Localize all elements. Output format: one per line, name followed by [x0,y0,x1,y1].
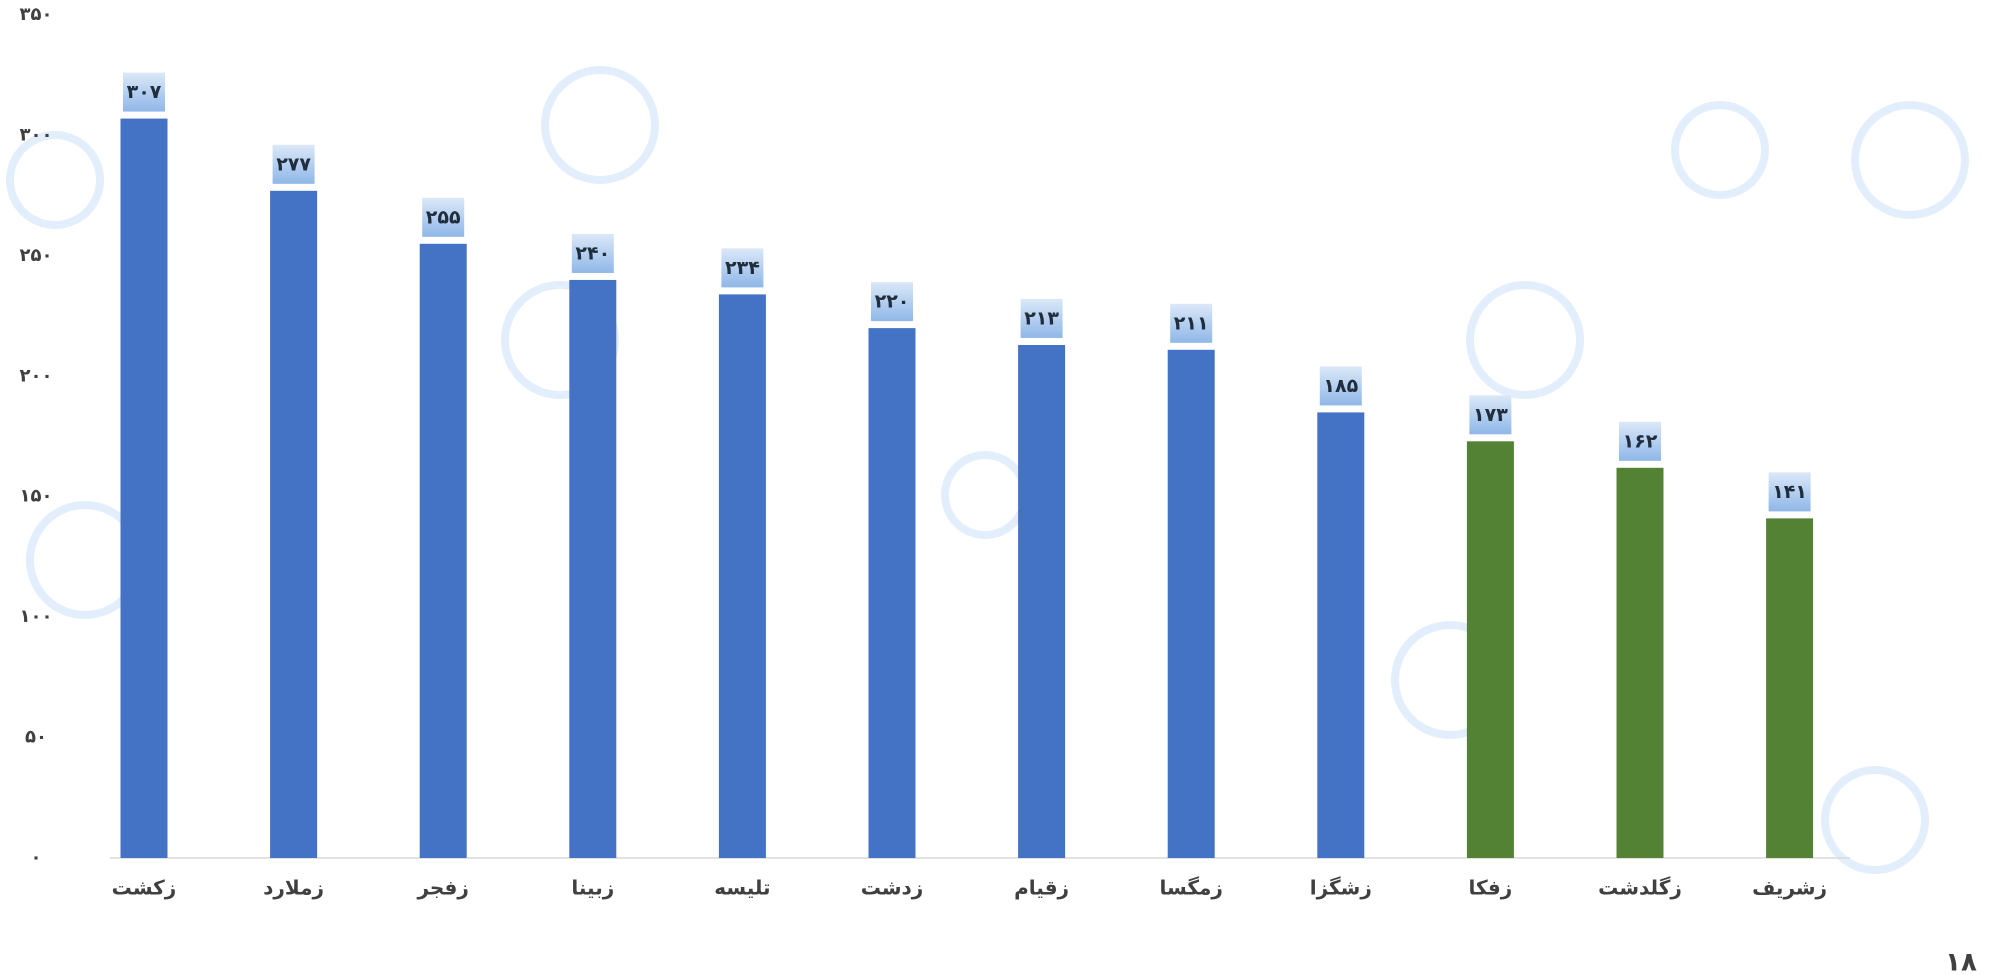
data-label: ۱۷۳ [1473,404,1508,426]
bar [1317,412,1364,858]
bar [270,191,317,858]
x-tick-label: زکشت [112,876,177,900]
x-tick-label: زفجر [416,876,468,900]
y-tick-label: ۰ [31,847,42,868]
y-tick-label: ۵۰ [25,727,47,748]
data-label: ۲۱۳ [1024,307,1059,329]
x-tick-label: زفکا [1469,876,1513,900]
bar [1018,345,1065,858]
bar [121,119,168,858]
bar [1467,441,1514,858]
y-tick-label: ۱۰۰ [20,606,53,627]
x-tick-label: زبینا [571,876,614,900]
y-tick-label: ۳۰۰ [20,124,53,145]
data-label: ۲۴۰ [575,242,610,264]
chart: ۱۸ ۰ ۵۰ ۱۰۰ ۱۵۰ ۲۰۰ ۲۵۰ ۳۰۰ ۳۵۰ زکشت ۳۰۷ زملارد ۲۷۷… [0,0,1999,975]
bar [869,328,916,858]
bar [1617,468,1664,858]
data-label: ۳۰۷ [127,81,162,103]
data-label: ۱۴۱ [1772,481,1807,503]
x-tick-label: زشریف [1752,876,1827,900]
y-tick-label: ۳۵۰ [20,4,53,25]
x-tick-label: زقیام [1014,876,1069,900]
data-label: ۲۷۷ [276,153,311,175]
data-label: ۱۶۲ [1623,430,1658,452]
x-tick-label: زشگزا [1310,876,1372,900]
data-label: ۲۲۰ [875,291,910,313]
y-tick-label: ۲۰۰ [20,365,53,386]
y-tick-label: ۱۵۰ [20,486,53,507]
x-tick-label: زگلدشت [1598,876,1682,900]
bar [1168,350,1215,858]
bar [569,280,616,858]
data-label: ۲۵۵ [426,206,461,228]
x-tick-label: زمگسا [1160,876,1223,900]
data-label: ۲۱۱ [1174,312,1209,334]
bar [420,244,467,858]
x-tick-label: زدشت [861,876,924,900]
page-number: ۱۸ [1945,948,1977,975]
y-tick-label: ۲۵۰ [20,245,53,266]
x-tick-label: تلیسه [714,876,770,900]
data-label: ۱۸۵ [1323,375,1358,397]
page: ۱۸ ۰ ۵۰ ۱۰۰ ۱۵۰ ۲۰۰ ۲۵۰ ۳۰۰ ۳۵۰ زکشت ۳۰۷ زملارد ۲۷۷… [0,0,1999,975]
data-label: ۲۳۴ [725,257,760,279]
x-tick-label: زملارد [263,876,324,900]
bar [719,294,766,858]
bar [1766,518,1813,858]
